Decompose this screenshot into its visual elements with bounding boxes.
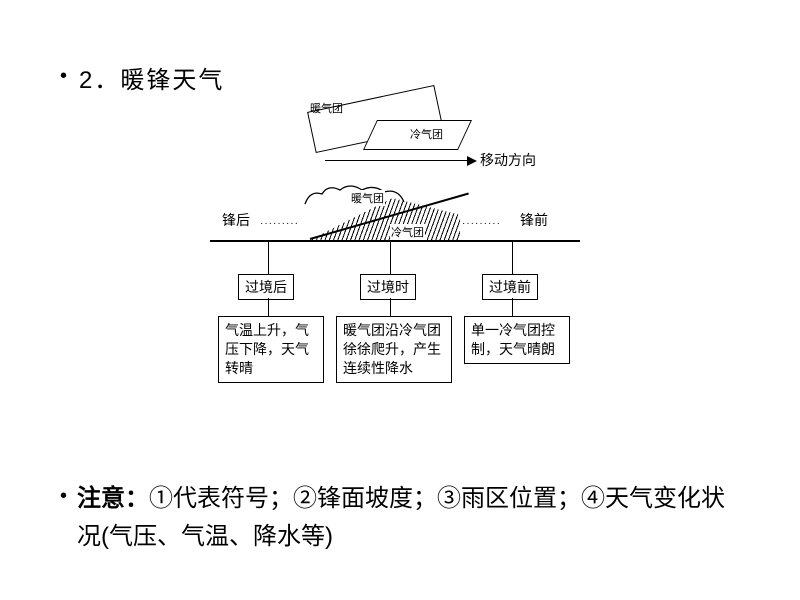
stage-after-title: 过境后 bbox=[238, 274, 294, 300]
note-row: • 注意：①代表符号；②锋面坡度；③雨区位置；④天气变化状况(气压、气温、降水等… bbox=[60, 480, 740, 557]
behind-front-label: 锋后 bbox=[222, 210, 250, 230]
mid-warm-label: 暖气团 bbox=[350, 190, 385, 206]
movement-label: 移动方向 bbox=[480, 150, 536, 170]
connector-line bbox=[268, 298, 269, 316]
upper-cold-label: 冷气团 bbox=[410, 126, 443, 142]
stage-after-desc: 气温上升，气压下降，天气转晴 bbox=[218, 316, 324, 383]
dots-right: ········· bbox=[462, 218, 501, 229]
connector-line bbox=[512, 242, 513, 274]
movement-arrow bbox=[325, 160, 475, 161]
note-text: 注意：①代表符号；②锋面坡度；③雨区位置；④天气变化状况(气压、气温、降水等) bbox=[77, 480, 740, 557]
connector-line bbox=[268, 242, 269, 274]
stage-before-title: 过境前 bbox=[482, 274, 538, 300]
dots-left: ········· bbox=[260, 218, 299, 229]
mid-cold-label: 冷气团 bbox=[390, 224, 425, 240]
connector-line bbox=[390, 242, 391, 274]
note-body: ①代表符号；②锋面坡度；③雨区位置；④天气变化状况(气压、气温、降水等) bbox=[77, 485, 725, 550]
bullet-dot: • bbox=[60, 60, 69, 92]
connector-line bbox=[390, 298, 391, 316]
stage-during-title: 过境时 bbox=[360, 274, 416, 300]
stage-before-desc: 单一冷气团控制，天气晴朗 bbox=[464, 316, 570, 364]
connector-line bbox=[512, 298, 513, 316]
ground-line bbox=[210, 240, 580, 242]
note-label: 注意： bbox=[77, 485, 149, 512]
upper-warm-label: 暖气团 bbox=[310, 100, 343, 116]
stage-during-desc: 暖气团沿冷气团徐徐爬升，产生连续性降水 bbox=[336, 316, 452, 383]
ahead-front-label: 锋前 bbox=[520, 210, 548, 230]
bullet-dot: • bbox=[60, 480, 67, 512]
warm-front-diagram: 暖气团 冷气团 移动方向 暖气团 冷气团 锋后 ········· ······… bbox=[180, 90, 660, 410]
